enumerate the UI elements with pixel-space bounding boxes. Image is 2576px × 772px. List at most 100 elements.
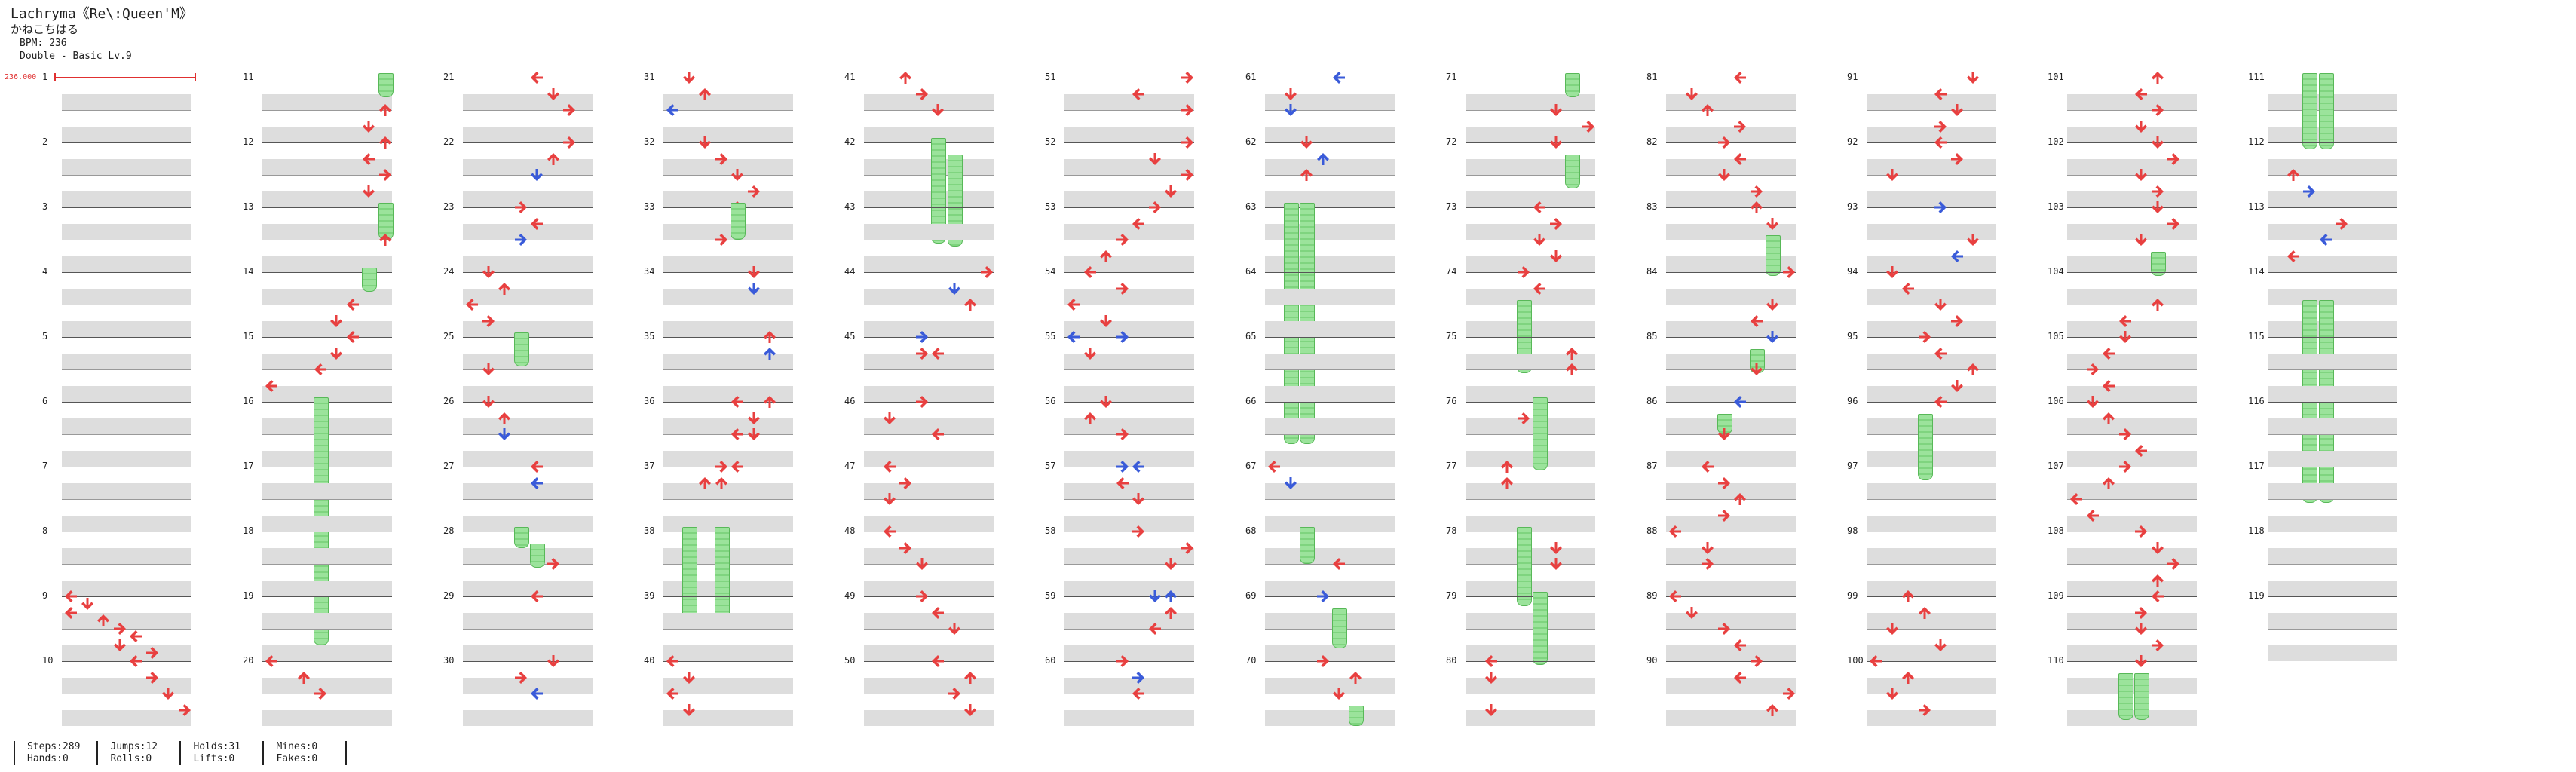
measure-line — [62, 596, 191, 597]
beat-band — [2067, 580, 2197, 596]
measure-number: 24 — [443, 266, 455, 277]
red-arrow-right-icon — [746, 184, 761, 199]
measure: 66 — [1245, 396, 1444, 467]
beat-band — [262, 353, 392, 369]
measure-line — [2067, 596, 2197, 597]
beat-band — [463, 418, 593, 434]
measure-number: 98 — [1847, 525, 1858, 536]
red-arrow-left-icon — [1933, 394, 1948, 409]
beat-band — [62, 482, 191, 499]
blue-arrow-up-icon — [1163, 589, 1178, 604]
beat-band — [1466, 158, 1595, 175]
measure-line — [864, 661, 994, 662]
red-arrow-down-icon — [1765, 216, 1780, 231]
beat-band — [1466, 418, 1595, 434]
measure: 85 — [1646, 331, 1845, 402]
measure-line — [1466, 142, 1595, 143]
red-arrow-up-icon — [1732, 492, 1747, 507]
measure-number: 17 — [243, 461, 254, 471]
red-arrow-down-icon — [112, 638, 127, 653]
beat-band — [2067, 515, 2197, 532]
measure-number: 88 — [1646, 525, 1658, 536]
measure-number: 96 — [1847, 396, 1858, 406]
stat-jumps: Jumps:12 — [110, 741, 158, 752]
red-arrow-right-icon — [1933, 119, 1948, 134]
measure-number: 61 — [1245, 72, 1257, 82]
beat-band — [2268, 547, 2397, 564]
measure: 71 — [1446, 72, 1645, 142]
measure-line — [864, 402, 994, 403]
red-arrow-up-icon — [697, 476, 712, 491]
half-line — [864, 564, 994, 565]
beat-band — [1064, 288, 1194, 305]
red-arrow-down-icon — [1163, 184, 1178, 199]
measure-number: 54 — [1045, 266, 1056, 277]
beat-band — [1265, 126, 1395, 142]
measure: 109 — [2048, 590, 2247, 661]
red-arrow-down-icon — [930, 103, 945, 118]
beat-band — [463, 547, 593, 564]
measure-number: 117 — [2248, 461, 2265, 471]
red-arrow-down-icon — [80, 596, 95, 611]
red-arrow-right-icon — [1180, 135, 1195, 150]
beat-band — [864, 580, 994, 596]
measure: 61 — [1245, 72, 1444, 142]
measure: 107 — [2048, 461, 2247, 532]
beat-band — [864, 450, 994, 467]
measure-number: 10 — [42, 655, 54, 666]
red-arrow-left-icon — [1532, 281, 1547, 296]
measure-number: 118 — [2248, 525, 2265, 536]
beat-band — [2067, 320, 2197, 337]
red-arrow-right-icon — [1180, 541, 1195, 556]
beat-band — [1265, 677, 1395, 694]
blue-arrow-down-icon — [529, 167, 544, 182]
beat-band — [1666, 256, 1796, 272]
measure: 115 — [2248, 331, 2447, 402]
beat-band — [1064, 482, 1194, 499]
red-arrow-left-icon — [1901, 281, 1916, 296]
beat-band — [1666, 191, 1796, 207]
measure-number: 50 — [844, 655, 856, 666]
measure: 37 — [644, 461, 843, 532]
beat-band — [1867, 126, 1996, 142]
half-line — [2268, 564, 2397, 565]
stats-group-1: Steps:289 Hands:0 — [14, 741, 96, 765]
measure-number: 73 — [1446, 201, 1457, 212]
red-arrow-down-icon — [2150, 541, 2165, 556]
measure-number: 80 — [1446, 655, 1457, 666]
beat-band — [1064, 677, 1194, 694]
beat-band — [1466, 450, 1595, 467]
beat-band — [1265, 612, 1395, 629]
beat-band — [864, 547, 994, 564]
measure-line — [463, 596, 593, 597]
red-arrow-left-icon — [2133, 87, 2149, 102]
red-arrow-down-icon — [1131, 492, 1146, 507]
red-arrow-right-icon — [2085, 362, 2100, 377]
measure-number: 13 — [243, 201, 254, 212]
beat-band — [2067, 547, 2197, 564]
red-arrow-down-icon — [1083, 346, 1098, 361]
measure-number: 90 — [1646, 655, 1658, 666]
measure-line — [62, 402, 191, 403]
red-arrow-up-icon — [2101, 411, 2116, 426]
half-line — [463, 499, 593, 500]
beat-band — [1666, 580, 1796, 596]
red-arrow-left-icon — [1732, 152, 1747, 167]
measure: 24 — [443, 266, 642, 337]
beat-band — [1265, 709, 1395, 726]
beat-band — [1867, 191, 1996, 207]
beat-band — [1265, 418, 1395, 434]
beat-band — [62, 256, 191, 272]
measure-line — [463, 272, 593, 273]
measure: 45 — [844, 331, 1043, 402]
hold-note — [682, 527, 697, 626]
measure-number: 37 — [644, 461, 655, 471]
red-arrow-down-icon — [1965, 70, 1980, 85]
beat-band — [1064, 256, 1194, 272]
difficulty-text: Double - Basic Lv.9 — [20, 51, 132, 62]
half-line — [2067, 110, 2197, 111]
half-line — [1064, 434, 1194, 435]
measure-line — [2268, 596, 2397, 597]
half-line — [1265, 434, 1395, 435]
